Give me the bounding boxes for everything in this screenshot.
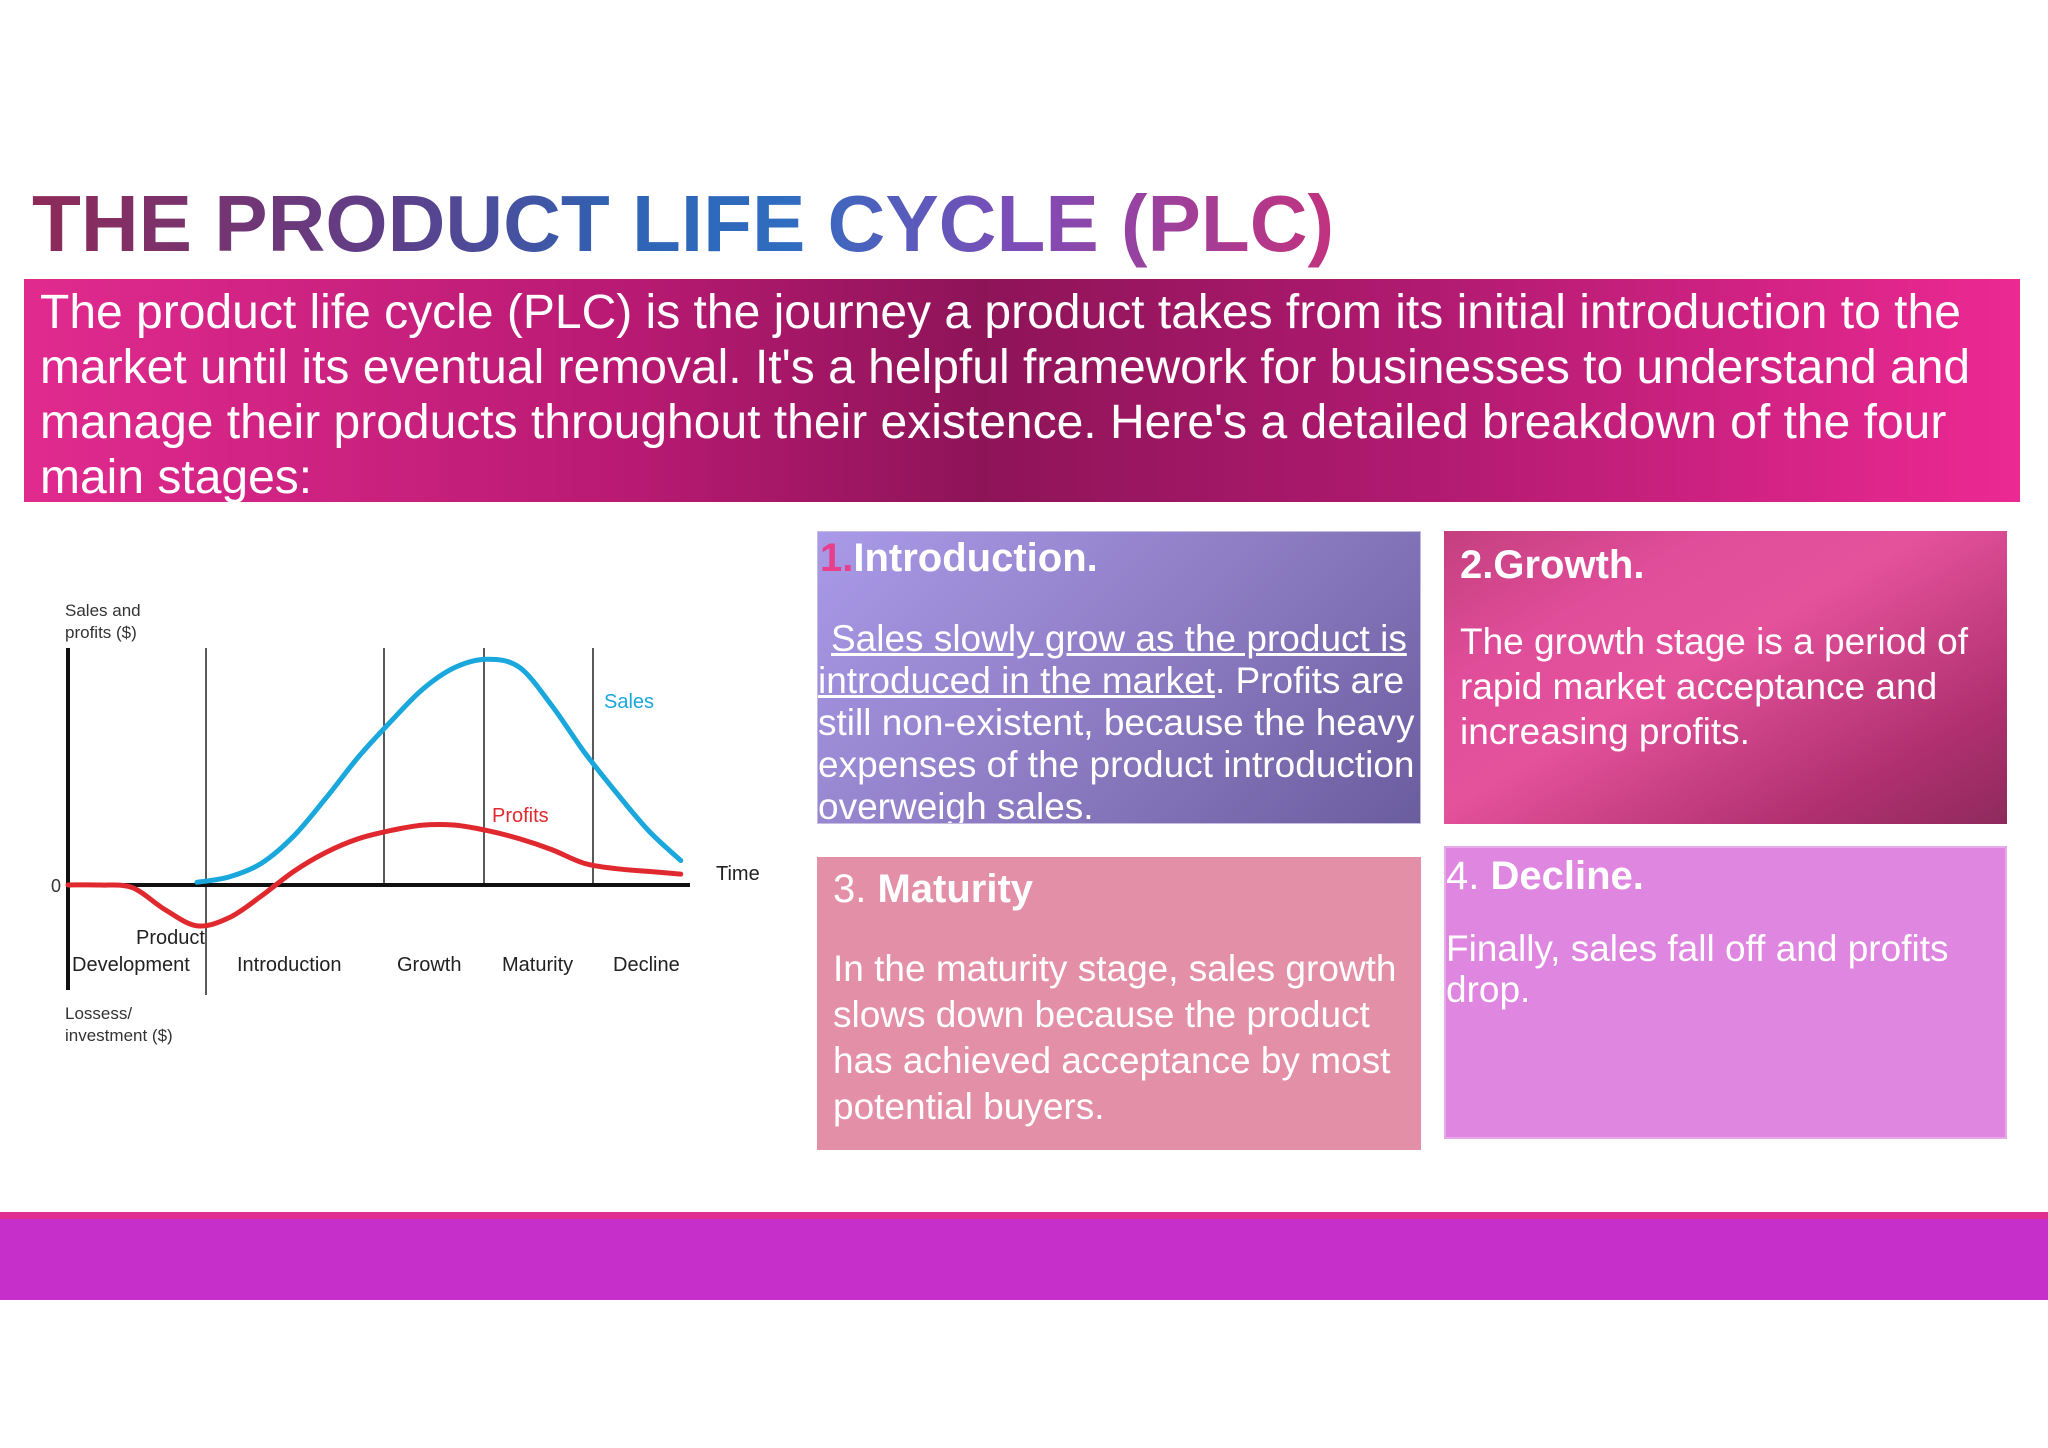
y-axis-label-top-2: profits ($) (65, 623, 137, 642)
x-axis-label: Time (716, 863, 760, 885)
stage-card-maturity: 3. Maturity In the maturity stage, sales… (817, 857, 1421, 1150)
intro-paragraph: The product life cycle (PLC) is the jour… (40, 286, 1971, 504)
stage-body: The growth stage is a period of rapid ma… (1460, 621, 1969, 752)
stage-label-decline: Decline (613, 954, 680, 976)
y-axis-label-bottom-1: Lossess/ (65, 1004, 132, 1023)
plc-chart: Sales and profits ($) Lossess/ investmen… (51, 601, 760, 1045)
stage-body: In the maturity stage, sales growth slow… (833, 948, 1397, 1127)
series-group (65, 656, 684, 929)
stage-heading: Growth. (1493, 543, 1645, 587)
series-line-profits (65, 821, 684, 929)
stage-card-introduction: 1.Introduction. Sales slowly grow as the… (817, 531, 1421, 824)
stage-label-product: Product (136, 927, 205, 949)
stage-body: Finally, sales fall off and profits drop… (1446, 928, 1949, 1010)
stage-underlined-text: Sales slowly grow as the product is intr… (818, 618, 1407, 701)
y-axis-label-bottom-2: investment ($) (65, 1026, 173, 1045)
stage-label-growth: Growth (397, 954, 461, 976)
stage-number: 1. (820, 536, 854, 580)
footer-accent-line (0, 1212, 2048, 1219)
stage-body: . Profits are still non-existent, becaus… (818, 660, 1415, 824)
stage-heading: Maturity (877, 867, 1034, 911)
stage-number: 4. (1446, 854, 1491, 898)
series-line-sales (194, 656, 684, 885)
stage-number: 3. (833, 867, 878, 911)
stage-card-decline: 4. Decline. Finally, sales fall off and … (1444, 846, 2007, 1139)
page-title: THE PRODUCT LIFE CYCLE (PLC) (32, 179, 1335, 268)
stage-labels: Introduction Growth Maturity Decline (237, 954, 680, 976)
series-label-profits: Profits (492, 805, 549, 827)
zero-label: 0 (51, 876, 61, 896)
stage-label-maturity: Maturity (502, 954, 573, 976)
stage-label-development: Development (72, 954, 190, 976)
footer-bar (0, 1212, 2048, 1300)
stage-label-introduction: Introduction (237, 954, 342, 976)
series-label-sales: Sales (604, 691, 654, 713)
stage-card-growth: 2.Growth. The growth stage is a period o… (1444, 531, 2007, 824)
series-labels: Sales Profits (492, 691, 654, 827)
stage-heading: Decline. (1490, 854, 1644, 898)
stage-number: 2. (1460, 543, 1494, 587)
intro-band (24, 279, 2020, 502)
y-axis-label-top-1: Sales and (65, 601, 141, 620)
stage-heading: Introduction. (853, 536, 1098, 580)
